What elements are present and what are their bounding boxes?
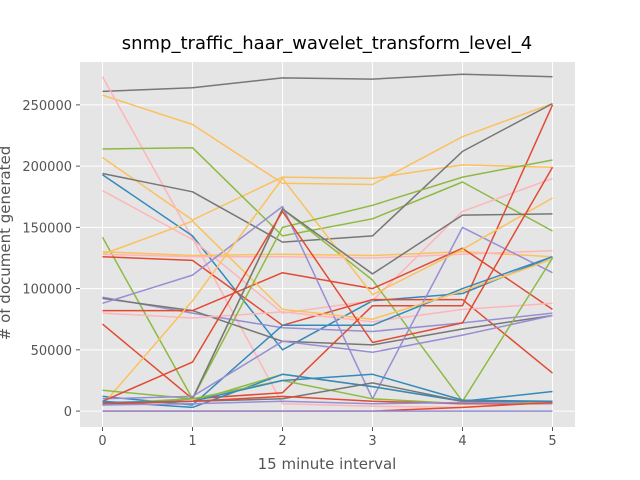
- series-line-5: [102, 146, 553, 237]
- series-line-10: [102, 251, 553, 258]
- series-line-8: [102, 177, 553, 314]
- x-tick-label: 3: [368, 434, 376, 449]
- y-tick-label: 200000: [22, 160, 72, 175]
- y-axis-label: # of document generated: [0, 146, 14, 341]
- y-tick-label: 250000: [22, 99, 72, 114]
- chart-title: snmp_traffic_haar_wavelet_transform_leve…: [122, 33, 533, 54]
- series-line-15: [102, 247, 553, 312]
- y-tick-label: 0: [64, 405, 72, 420]
- series-line-25: [102, 166, 554, 402]
- series-line-18: [102, 205, 553, 400]
- x-tick-label: 1: [188, 434, 196, 449]
- x-tick-label: 2: [278, 434, 286, 449]
- series-line-7: [102, 102, 553, 243]
- y-tick-label: 100000: [22, 283, 72, 298]
- x-tick-label: 5: [548, 434, 556, 449]
- series-line-17: [102, 104, 554, 400]
- x-axis-ticks: 0 1 2 3 4 5: [98, 427, 557, 449]
- y-tick-label: 150000: [22, 221, 72, 236]
- series-line-14: [102, 297, 553, 346]
- y-tick-label: 50000: [31, 344, 72, 359]
- series-line-1: [102, 73, 553, 93]
- x-axis-label: 15 minute interval: [258, 455, 397, 473]
- y-axis-ticks: 0 50000 100000 150000 200000 250000: [22, 99, 80, 420]
- series-line-12: [102, 249, 553, 259]
- x-tick-label: 0: [98, 434, 106, 449]
- series-line-20: [102, 220, 553, 320]
- series-line-11: [102, 255, 553, 374]
- series-line-32: [102, 400, 553, 406]
- series-line-24: [102, 314, 553, 400]
- series-group: [101, 73, 554, 412]
- series-line-21: [101, 177, 553, 406]
- series-line-2: [102, 94, 553, 186]
- x-tick-label: 4: [458, 434, 466, 449]
- series-line-3: [102, 156, 553, 221]
- series-line-31: [102, 395, 553, 405]
